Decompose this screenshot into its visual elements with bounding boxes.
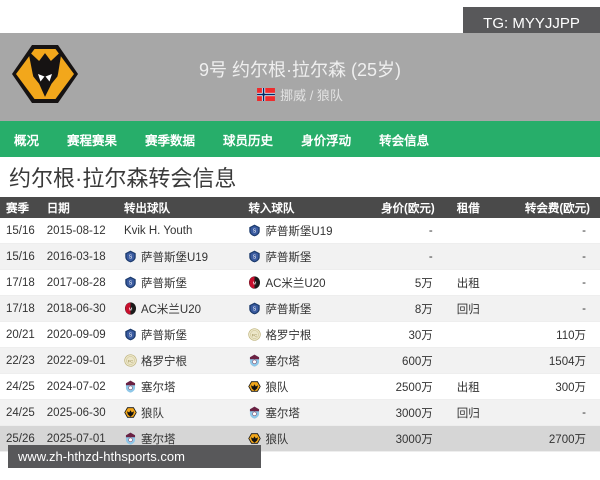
svg-text:FC: FC bbox=[128, 358, 133, 363]
svg-text:S: S bbox=[253, 254, 257, 260]
svg-text:FC: FC bbox=[252, 332, 257, 337]
svg-text:M: M bbox=[253, 280, 257, 285]
svg-text:S: S bbox=[129, 254, 133, 260]
svg-text:S: S bbox=[129, 332, 133, 338]
svg-text:S: S bbox=[129, 280, 133, 286]
svg-text:S: S bbox=[253, 228, 257, 234]
svg-text:M: M bbox=[129, 306, 133, 311]
svg-text:S: S bbox=[253, 306, 257, 312]
